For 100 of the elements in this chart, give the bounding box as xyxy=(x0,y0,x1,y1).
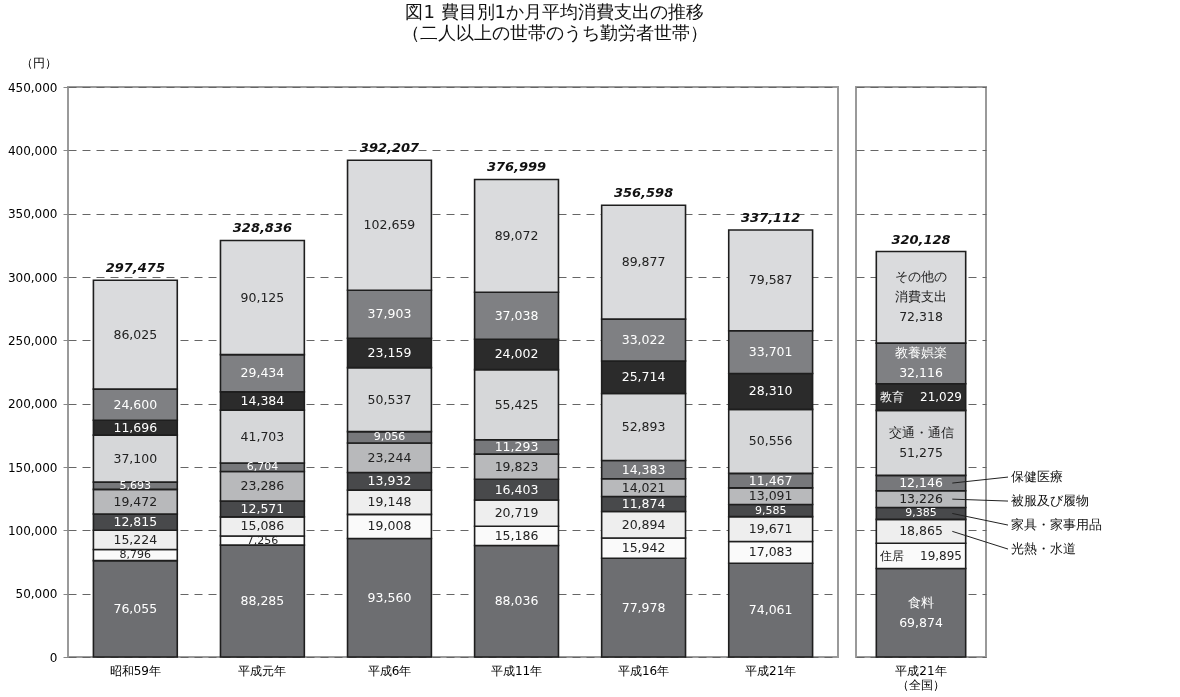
x-tick-label: 平成元年 xyxy=(238,663,287,678)
y-tick-label: 100,000 xyxy=(7,523,58,538)
data-label: 8,796 xyxy=(119,548,152,562)
series-label: 食料 xyxy=(908,594,934,610)
data-label: 16,403 xyxy=(494,481,539,497)
data-label: 76,055 xyxy=(113,600,158,616)
data-label: 79,587 xyxy=(748,272,793,288)
data-label: 19,148 xyxy=(367,494,412,510)
data-label: 19,823 xyxy=(494,458,539,474)
y-tick-label: 400,000 xyxy=(7,143,58,158)
data-label: 11,293 xyxy=(494,438,539,454)
data-label: 37,100 xyxy=(113,450,158,466)
data-label: 14,021 xyxy=(621,479,666,495)
data-label: 33,022 xyxy=(621,332,666,348)
legend-label: 被服及び履物 xyxy=(1011,493,1089,509)
y-tick-label: 0 xyxy=(49,650,58,665)
chart-subtitle: （二人以上の世帯のうち勤労者世帯） xyxy=(401,22,708,43)
y-tick-label: 450,000 xyxy=(7,80,58,95)
data-label: 19,895 xyxy=(920,548,962,563)
legend-label: 保健医療 xyxy=(1011,469,1063,485)
y-tick-label: 50,000 xyxy=(15,587,58,602)
data-label: 11,467 xyxy=(748,472,793,488)
data-label: 86,025 xyxy=(113,326,158,342)
data-label: 69,874 xyxy=(899,614,943,630)
x-tick-label: 平成6年 xyxy=(367,663,412,678)
data-label: 9,585 xyxy=(754,503,787,517)
data-label: 24,002 xyxy=(494,346,539,362)
data-label: 19,671 xyxy=(748,521,793,537)
series-label: 教養娯楽 xyxy=(895,345,947,361)
series-label: 交通・通信 xyxy=(888,424,954,440)
data-label: 15,186 xyxy=(494,527,539,543)
total-label: 328,836 xyxy=(232,220,293,236)
data-label: 29,434 xyxy=(240,365,285,381)
series-label: その他の消費支出 xyxy=(895,269,947,305)
data-label: 15,086 xyxy=(240,518,285,534)
data-label: 90,125 xyxy=(240,289,285,305)
data-label: 93,560 xyxy=(367,589,412,605)
data-label: 12,146 xyxy=(899,475,943,491)
data-label: 12,815 xyxy=(113,514,158,530)
data-label: 28,310 xyxy=(748,383,793,399)
total-label: 356,598 xyxy=(613,185,674,201)
y-tick-label: 350,000 xyxy=(7,207,58,222)
x-tick-label: 昭和59年 xyxy=(109,663,161,678)
data-label: 13,226 xyxy=(899,491,943,507)
total-label: 337,112 xyxy=(741,209,801,225)
data-label: 50,556 xyxy=(748,433,793,449)
data-label: 77,978 xyxy=(621,599,666,615)
data-label: 23,244 xyxy=(367,449,412,465)
data-label: 11,696 xyxy=(113,419,158,435)
data-label: 13,091 xyxy=(748,488,793,504)
x-tick-label: 平成21年（全国） xyxy=(895,663,947,692)
data-label: 50,537 xyxy=(367,391,412,407)
data-label: 18,865 xyxy=(899,523,943,539)
data-label: 14,384 xyxy=(240,393,285,409)
x-tick-label: 平成16年 xyxy=(617,663,670,678)
data-label: 89,877 xyxy=(621,254,666,270)
y-tick-label: 150,000 xyxy=(7,460,58,475)
data-label: 24,600 xyxy=(113,396,158,412)
data-label: 9,385 xyxy=(905,506,937,520)
data-label: 7,256 xyxy=(246,533,279,547)
chart-title: 図1 費目別1か月平均消費支出の推移 xyxy=(405,1,705,22)
data-label: 102,659 xyxy=(363,217,416,233)
data-label: 55,425 xyxy=(494,396,539,412)
series-label: 住居 xyxy=(879,548,904,563)
data-label: 20,894 xyxy=(621,516,666,532)
data-label: 41,703 xyxy=(240,428,285,444)
data-label: 51,275 xyxy=(899,444,943,460)
data-label: 9,056 xyxy=(373,430,406,444)
legend-label: 家具・家事用品 xyxy=(1011,517,1102,533)
data-label: 19,008 xyxy=(367,518,412,534)
data-label: 6,704 xyxy=(246,460,279,474)
total-label: 376,999 xyxy=(486,159,547,175)
data-label: 5,693 xyxy=(119,478,152,492)
data-label: 17,083 xyxy=(748,544,793,560)
data-label: 15,224 xyxy=(113,531,158,547)
data-label: 52,893 xyxy=(621,419,666,435)
total-label: 320,128 xyxy=(891,231,951,247)
total-label: 297,475 xyxy=(105,260,165,276)
x-tick-label: 平成21年 xyxy=(745,663,797,678)
data-label: 11,874 xyxy=(621,496,666,512)
data-label: 88,036 xyxy=(494,593,539,609)
data-label: 23,159 xyxy=(367,344,412,360)
total-label: 392,207 xyxy=(359,140,421,156)
data-label: 33,701 xyxy=(748,344,793,360)
series-label: 教育 xyxy=(880,390,904,405)
data-label: 19,472 xyxy=(113,493,158,509)
legend-label: 光熱・水道 xyxy=(1011,541,1076,557)
data-label: 23,286 xyxy=(240,478,285,494)
data-label: 21,029 xyxy=(920,390,962,405)
data-label: 12,571 xyxy=(240,500,285,516)
data-label: 20,719 xyxy=(494,505,539,521)
data-label: 14,383 xyxy=(621,461,666,477)
y-axis-title: （円） xyxy=(20,55,57,70)
data-label: 74,061 xyxy=(748,602,793,618)
data-label: 72,318 xyxy=(899,309,943,325)
x-tick-label: 平成11年 xyxy=(490,663,543,678)
data-label: 25,714 xyxy=(621,369,666,385)
y-tick-label: 250,000 xyxy=(7,333,58,348)
data-label: 13,932 xyxy=(367,473,412,489)
data-label: 88,285 xyxy=(240,593,285,609)
